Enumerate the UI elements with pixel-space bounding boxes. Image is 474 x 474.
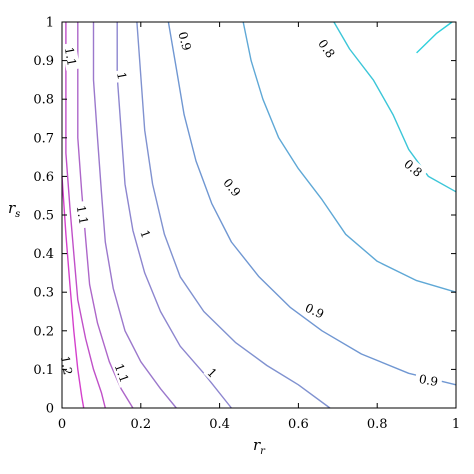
contour-label-background [114,68,130,83]
contour-label-2: 0.9 [174,26,196,56]
contour-line-0-8-0 [416,21,453,54]
y-tick-label: 0.3 [33,286,54,301]
contour-line-0-9-4 [136,21,331,409]
contour-label-3: 0.8 [313,33,341,64]
contour-line-0-9-3 [167,21,457,386]
y-axis-ticks: 0 0.1 0.2 0.3 0.4 0.5 0.6 0.7 0.8 0.9 1 [33,16,456,417]
x-tick-label: 0.6 [288,417,309,432]
contour-line-0-9-2 [242,21,457,293]
contour-line-1-1-7 [77,22,134,409]
contour-label-text: 1.2 [58,355,75,376]
y-tick-label: 0.6 [33,170,54,185]
contour-label-12: 1.2 [57,351,77,380]
y-tick-label: 0.5 [33,209,54,224]
contour-label-4: 0.8 [398,154,428,182]
x-tick-label: 0.8 [367,417,388,432]
contour-label-text: 1 [114,71,129,81]
contour-label-text: 1.1 [74,204,91,225]
contour-label-11: 1.1 [110,358,134,388]
contour-line-0-8-1 [333,21,457,193]
contour-label-text: 1.1 [62,46,79,67]
y-axis-label-subscript: s [15,209,20,220]
contour-label-background [61,42,81,71]
contour-label-9: 0.9 [414,370,443,390]
contour-label-background [414,370,443,390]
y-tick-label: 0.1 [33,363,54,378]
contour-label-1: 1 [114,68,130,83]
y-axis-label: rs [8,199,20,220]
contour-label-0: 1.1 [61,42,81,71]
contour-line-1-6 [92,22,177,409]
contour-label-10: 1 [203,363,222,382]
x-tick-label: 1 [452,417,460,432]
y-tick-label: 0.8 [33,93,54,108]
y-axis-label-main: r [8,199,16,217]
contour-label-background [110,358,134,388]
y-tick-label: 0.4 [33,247,54,262]
contour-label-text: 1 [204,365,219,380]
contour-label-background [174,26,196,56]
contour-line-1-2-9 [61,176,85,409]
contour-label-text: 1 [137,228,153,240]
contour-label-background [73,200,92,230]
x-axis-label: rr [253,436,266,457]
contour-label-text: 0.9 [418,372,439,389]
y-tick-label: 0.9 [33,54,54,69]
y-tick-label: 0.7 [33,131,54,146]
contour-lines [61,21,457,409]
contour-label-background [299,298,330,323]
contour-label-background [218,172,247,203]
contour-line-1-5 [116,22,232,409]
x-axis-ticks: 0 0.2 0.4 0.6 0.8 1 [58,22,460,432]
contour-label-5: 0.9 [218,172,247,203]
y-tick-label: 1 [46,16,54,31]
contour-line-1-1-8 [65,22,106,409]
contour-label-background [203,363,222,382]
y-tick-label: 0.2 [33,324,54,339]
contour-label-8: 0.9 [299,298,330,323]
contour-label-text: 0.9 [175,30,193,52]
x-tick-label: 0.4 [209,417,230,432]
contour-label-6: 1.1 [73,200,92,230]
y-tick-label: 0 [46,402,54,417]
x-axis-label-subscript: r [260,446,266,457]
x-axis-label-main: r [253,436,261,454]
contour-label-text: 1.1 [112,362,132,385]
contour-label-background [137,226,155,242]
contour-label-background [313,33,341,64]
x-tick-label: 0 [58,417,66,432]
contour-label-7: 1 [137,226,155,242]
contour-labels: 1.1 1 0.9 0.8 0.8 0.9 1.1 1 0.9 0.9 1 1.1 1.2 [57,26,443,390]
x-tick-label: 0.2 [130,417,151,432]
contour-label-background [398,154,428,182]
